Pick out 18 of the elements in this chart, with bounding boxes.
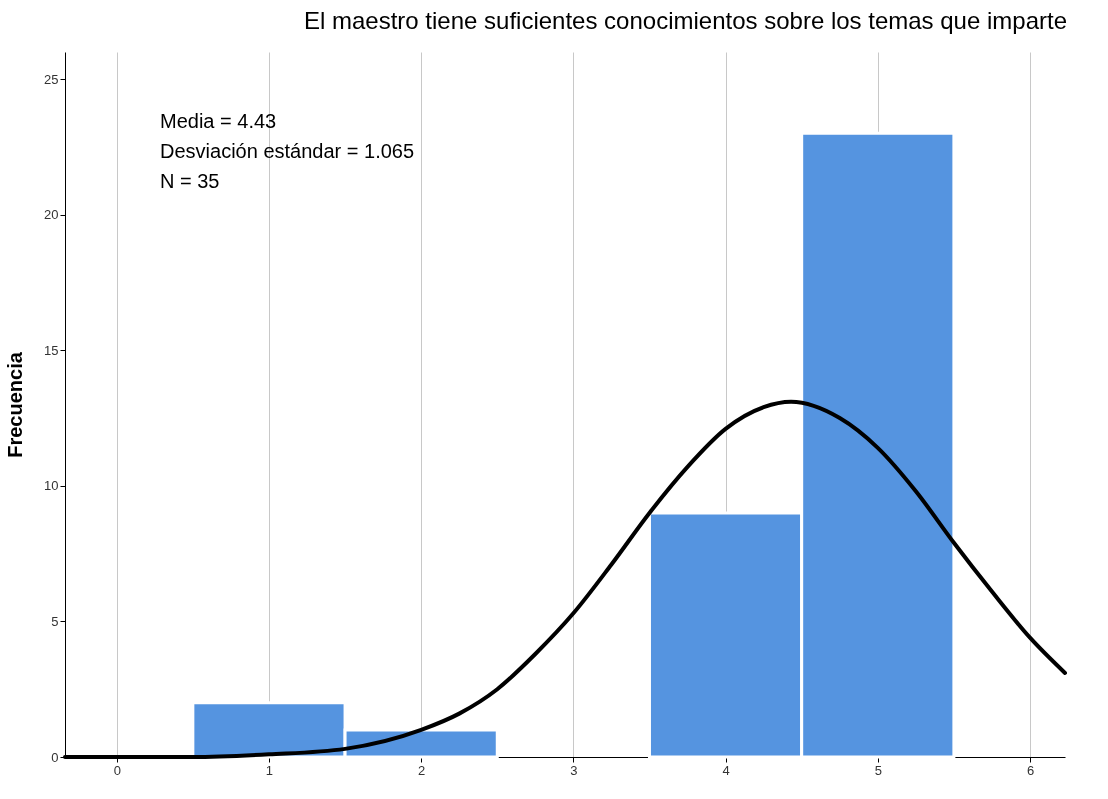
x-tick-label: 3	[570, 762, 578, 778]
annotation: Desviación estándar = 1.065	[160, 140, 415, 162]
y-axis-title: Frecuencia	[4, 351, 27, 458]
y-tick-label: 10	[44, 478, 59, 494]
x-tick-label: 1	[265, 762, 274, 778]
x-tick-label: 2	[418, 762, 426, 778]
y-tick-label: 25	[44, 71, 59, 87]
x-tick-label: 6	[1026, 762, 1035, 778]
y-tick-label: 20	[44, 207, 59, 223]
annotation: N = 35	[160, 170, 220, 192]
x-tick-label: 0	[113, 762, 121, 778]
x-tick-label: 4	[722, 762, 730, 778]
y-tick-label: 15	[44, 342, 59, 358]
chart-title: El maestro tiene suficientes conocimientos sobre los temas que imparte	[303, 7, 1067, 34]
annotation: Media = 4.43	[160, 110, 277, 132]
y-tick-label: 0	[51, 749, 59, 765]
y-tick-label: 5	[51, 613, 59, 629]
x-tick-label: 5	[874, 762, 882, 778]
